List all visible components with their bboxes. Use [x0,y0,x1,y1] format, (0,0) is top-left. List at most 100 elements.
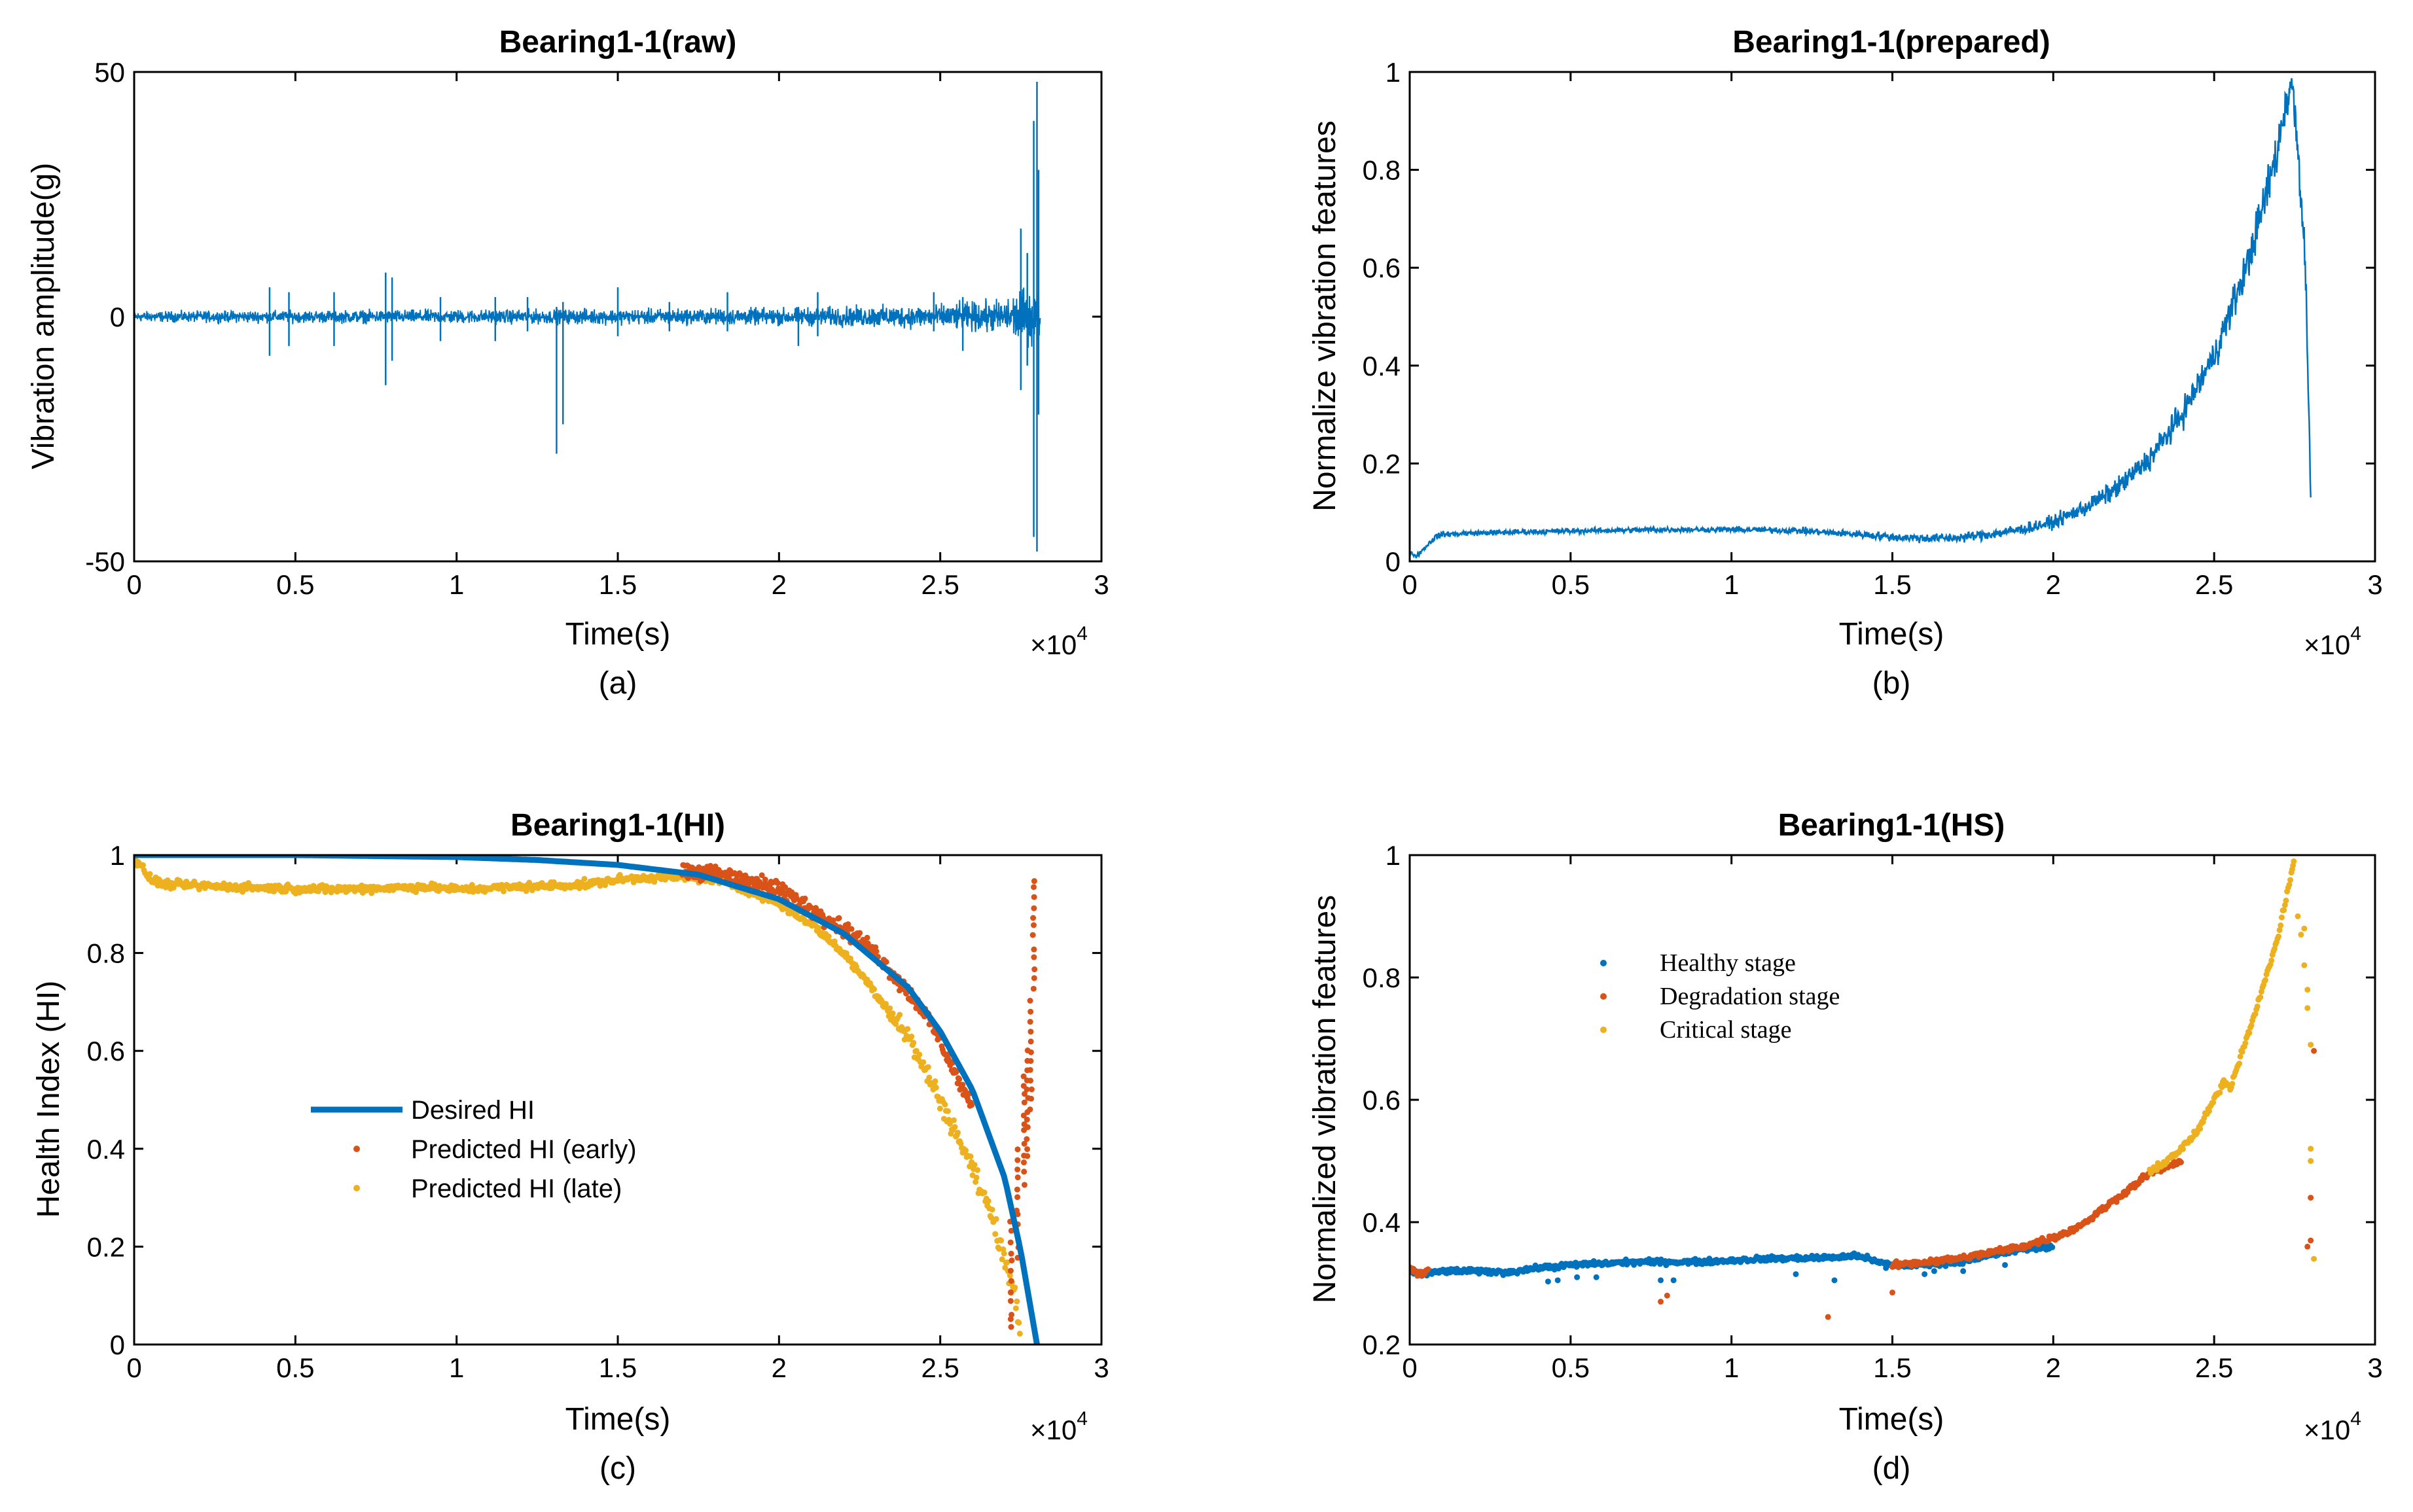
predicted-hi-early-point [1008,1278,1014,1284]
predicted-hi-early-point [1021,1169,1028,1175]
panel-d-x-exponent: ×104 [2304,1408,2361,1445]
plot-area-d [1410,858,2317,1320]
predicted-hi-early-point [1024,1136,1030,1142]
panel-a-raw: Bearing1-1(raw) Time(s) (a) Vibration am… [26,25,1109,701]
panel-b-x-exp-base: ×10 [2304,629,2350,660]
predicted-hi-late-point [981,1189,988,1196]
predicted-hi-early-point [1008,1227,1014,1234]
legend-label-desired-hi: Desired HI [411,1096,535,1125]
panel-a-title: Bearing1-1(raw) [499,25,737,60]
predicted-hi-early-point [1027,1106,1033,1113]
predicted-hi-late-point [954,1129,961,1136]
panel-d-caption: (d) [1872,1451,1911,1486]
stage-point [2283,897,2289,904]
plot-area-c [134,855,1040,1345]
predicted-hi-early-point [1021,1099,1028,1106]
normalized-feature-line [1410,78,2312,559]
panel-c-data [134,855,1040,1345]
stage-point [2278,922,2284,928]
predicted-hi-early-point [1014,1174,1021,1181]
predicted-hi-late-point [315,888,322,894]
panel-b-xlabel: Time(s) [1839,617,1944,652]
predicted-hi-late-point [501,888,507,894]
predicted-hi-early-point [1031,894,1037,900]
predicted-hi-late-point [630,879,637,886]
panel-d-xlabel: Time(s) [1839,1402,1944,1437]
predicted-hi-early-point [1014,1194,1021,1201]
predicted-hi-late-point [967,1153,974,1160]
panel-c-xlabel: Time(s) [565,1402,671,1437]
predicted-hi-early-point [1024,1116,1030,1123]
stage-point [2268,957,2275,964]
legend-swatch-predicted-late [353,1185,360,1191]
predicted-hi-late-point [889,1010,896,1017]
y-tick-label: -50 [85,546,125,577]
stage-outlier-point [2311,1256,2317,1262]
predicted-hi-early-point [1014,1146,1021,1153]
x-tick-label: 0.5 [276,1352,314,1383]
stage-outlier-point [2311,1047,2317,1054]
stage-outlier-point [1831,1277,1838,1284]
predicted-hi-late-point [933,1084,939,1091]
predicted-hi-early-point [1031,878,1037,885]
y-tick-label: 0.4 [87,1134,125,1165]
panel-c-caption: (c) [599,1451,636,1486]
predicted-hi-early-point [1024,1146,1031,1152]
predicted-hi-early-point [759,872,765,879]
panel-a-axes-frame [133,71,1103,563]
panel-c-x-exp-base: ×10 [1030,1415,1077,1445]
predicted-hi-early-point [1028,1008,1034,1015]
predicted-hi-early-point [762,876,768,883]
predicted-hi-late-point [1004,1259,1010,1265]
predicted-hi-late-point [926,1074,933,1081]
predicted-hi-early-point [903,991,910,997]
stage-outlier-point [1670,1277,1677,1284]
panel-b-title: Bearing1-1(prepared) [1732,25,2050,60]
predicted-hi-late-point [910,1040,917,1046]
stage-outlier-point [1793,1271,1799,1277]
y-tick-label: 0.8 [1363,962,1401,993]
stage-point [2252,1011,2259,1017]
predicted-hi-late-point [825,933,832,940]
x-tick-label: 1 [1724,569,1739,600]
panel-c-title: Bearing1-1(HI) [510,808,725,843]
predicted-hi-early-point [1021,1140,1028,1147]
predicted-hi-late-point [952,1124,958,1131]
stage-point [2229,1081,2236,1087]
predicted-hi-late-point [944,1108,951,1114]
predicted-hi-early-point [1028,1095,1035,1102]
predicted-hi-early-point [1031,905,1037,911]
stage-point [2262,977,2269,983]
x-tick-label: 0 [126,1352,141,1383]
stage-point [2217,1089,2223,1096]
predicted-hi-early-point [1031,975,1037,981]
x-tick-label: 0 [126,569,141,600]
predicted-hi-early-point [848,926,855,932]
stage-outlier-point [1960,1268,1967,1275]
predicted-hi-early-point [969,1102,975,1108]
x-tick-label: 2 [2046,569,2061,600]
desired-hi-line [134,855,1040,1345]
plot-area-b [1410,78,2312,559]
predicted-hi-early-point [1008,1324,1014,1330]
stage-outlier-point [2002,1261,2009,1268]
panel-a-x-exponent: ×104 [1030,623,1088,660]
x-tick-label: 2.5 [2195,1352,2233,1383]
predicted-hi-early-point [772,889,778,896]
predicted-hi-early-point [1031,966,1038,973]
predicted-hi-early-point [873,948,880,955]
x-tick-label: 1.5 [599,569,637,600]
x-tick-label: 1.5 [1873,569,1911,600]
predicted-hi-early-point [1030,915,1037,921]
predicted-hi-early-point [883,958,889,965]
y-tick-label: 0.6 [1363,253,1401,283]
predicted-hi-late-point [651,879,658,885]
panel-c-x-exp-power: 4 [1077,1408,1088,1430]
predicted-hi-early-point [1031,954,1037,960]
predicted-hi-early-point [1007,1239,1014,1246]
predicted-hi-early-point [1020,1073,1027,1080]
x-tick-label: 0 [1402,1352,1417,1383]
predicted-hi-early-point [845,921,851,928]
